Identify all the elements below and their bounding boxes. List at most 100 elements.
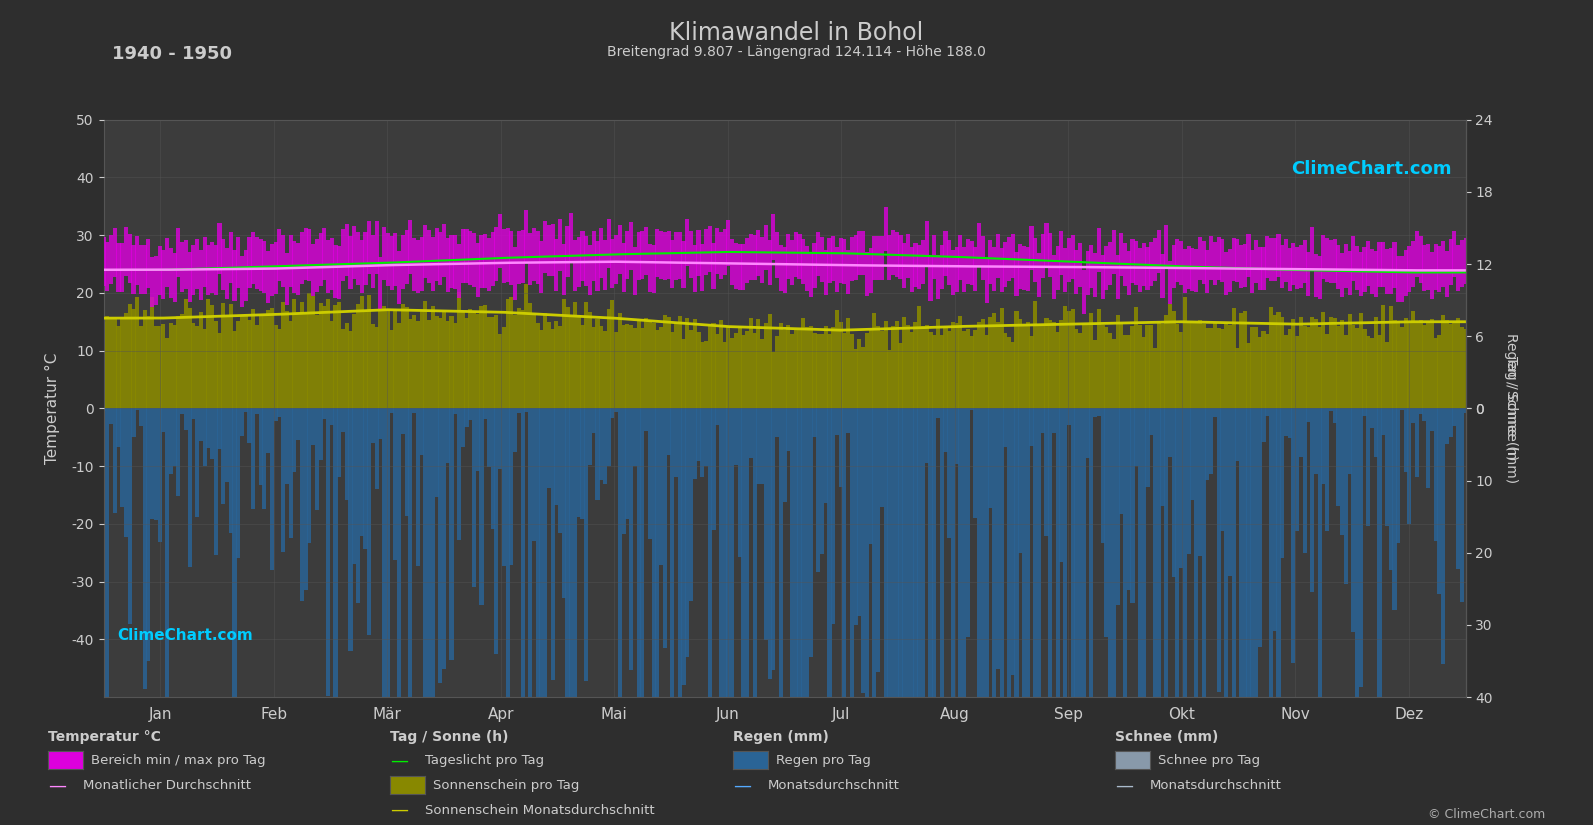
Bar (1153, 408, 1157, 697)
Bar (1251, 250, 1254, 293)
Bar (779, 245, 782, 290)
Bar (454, 323, 457, 408)
Bar (1415, 321, 1419, 408)
Bar (1419, 236, 1423, 282)
Bar (648, 244, 652, 292)
Bar (562, 408, 566, 598)
Bar (763, 408, 768, 639)
Bar (1243, 408, 1247, 697)
Bar (782, 408, 787, 502)
Bar (191, 245, 196, 295)
Bar (551, 224, 554, 276)
Bar (895, 232, 898, 276)
Bar (674, 233, 679, 280)
Bar (1235, 239, 1239, 282)
Bar (1384, 408, 1389, 526)
Bar (322, 306, 327, 408)
Bar (1010, 342, 1015, 408)
Bar (554, 408, 559, 505)
Bar (644, 318, 648, 408)
Bar (483, 234, 487, 288)
Bar (296, 313, 299, 408)
Bar (487, 408, 491, 467)
Bar (194, 326, 199, 408)
Bar (188, 408, 191, 568)
Bar (341, 408, 346, 432)
Bar (1070, 309, 1075, 408)
Bar (701, 408, 704, 477)
Bar (843, 333, 846, 408)
Bar (648, 408, 652, 540)
Bar (981, 236, 984, 280)
Bar (158, 408, 162, 541)
Bar (1223, 322, 1228, 408)
Bar (558, 408, 562, 533)
Bar (1098, 309, 1101, 408)
Bar (1007, 237, 1012, 281)
Bar (177, 316, 180, 408)
Text: —: — (48, 776, 65, 794)
Bar (524, 408, 529, 412)
Bar (924, 408, 929, 463)
Bar (543, 221, 546, 273)
Bar (1384, 342, 1389, 408)
Bar (1015, 252, 1018, 296)
Bar (1157, 408, 1161, 697)
Bar (263, 314, 266, 408)
Bar (1333, 408, 1337, 423)
Bar (760, 238, 765, 283)
Bar (546, 408, 551, 488)
Bar (1265, 334, 1270, 408)
Bar (937, 319, 940, 408)
Bar (255, 325, 260, 408)
Bar (1442, 314, 1445, 408)
Bar (1120, 233, 1123, 276)
Bar (386, 408, 390, 697)
Bar (749, 318, 753, 408)
Bar (1284, 239, 1289, 282)
Bar (1112, 230, 1115, 274)
Bar (618, 408, 621, 697)
Bar (666, 231, 671, 279)
Bar (1104, 408, 1109, 637)
Bar (1344, 408, 1348, 584)
Bar (1254, 327, 1258, 408)
Bar (438, 318, 443, 408)
Bar (1445, 320, 1450, 408)
Bar (895, 321, 898, 408)
Bar (1023, 408, 1026, 697)
Bar (330, 238, 335, 290)
Bar (569, 316, 573, 408)
Bar (139, 326, 143, 408)
Bar (906, 408, 910, 697)
Bar (1101, 325, 1104, 408)
Bar (749, 408, 753, 458)
Bar (540, 241, 543, 294)
Bar (1239, 313, 1243, 408)
Bar (1306, 252, 1311, 295)
Bar (127, 408, 132, 624)
Bar (948, 408, 951, 538)
Bar (183, 240, 188, 290)
Bar (472, 233, 476, 287)
Bar (543, 408, 546, 697)
Bar (527, 303, 532, 408)
Bar (210, 242, 213, 293)
Bar (1007, 408, 1012, 697)
Bar (602, 240, 607, 290)
Bar (1442, 241, 1445, 287)
Bar (591, 231, 596, 281)
Bar (1131, 326, 1134, 408)
Bar (401, 408, 405, 434)
Bar (274, 408, 277, 421)
Bar (677, 316, 682, 408)
Bar (1453, 322, 1456, 408)
Bar (341, 229, 346, 281)
Bar (981, 318, 984, 408)
Bar (1051, 255, 1056, 299)
Bar (890, 230, 895, 275)
Bar (1209, 408, 1214, 474)
Bar (360, 240, 363, 294)
Bar (959, 235, 962, 280)
Bar (147, 316, 150, 408)
